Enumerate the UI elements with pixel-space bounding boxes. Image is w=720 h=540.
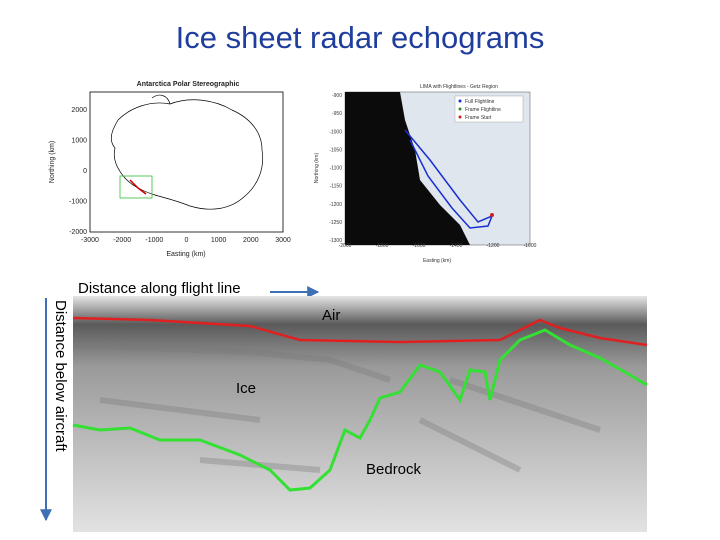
x-tick-label: -1000 (145, 237, 163, 244)
x-tick-label: -1400 (450, 243, 463, 249)
map-ticks: -3000 -2000 -1000 0 1000 2000 3000200010000-10… (69, 107, 291, 244)
antarctica-outline (110, 94, 264, 210)
y-axis-label: Distance below aircraft (52, 300, 69, 453)
legend-label: Frame Flightline (465, 107, 501, 113)
x-axis-label: Distance along flight line (78, 280, 241, 297)
x-tick-label: -1800 (376, 243, 389, 249)
map-title: LIMA with Flightlines - Getz Region (420, 84, 498, 90)
x-tick-label: 0 (185, 237, 189, 244)
flight-line (129, 179, 147, 195)
y-tick-label: -1300 (329, 238, 342, 244)
x-tick-label: -1200 (487, 243, 500, 249)
y-tick-label: -1050 (329, 147, 342, 153)
x-tick-label: -3000 (81, 237, 99, 244)
y-axis-label: Northing (km) (49, 141, 56, 183)
y-tick-label: -1000 (329, 129, 342, 135)
slide-title: Ice sheet radar echograms (176, 20, 545, 55)
y-tick-label: -1200 (329, 202, 342, 208)
frame-start (490, 213, 494, 217)
map-title: Antarctica Polar Stereographic (137, 81, 240, 88)
left-map: Antarctica Polar Stereographic Easting (… (49, 81, 291, 258)
flight-line (404, 129, 494, 229)
y-tick-label: -1150 (330, 184, 343, 190)
legend-marker (458, 99, 462, 103)
legend-marker (458, 115, 462, 119)
y-tick-label: 2000 (71, 107, 87, 114)
y-tick-label: -1250 (329, 220, 342, 226)
x-tick-label: -1600 (413, 243, 426, 249)
x-axis-label: Easting (km) (166, 251, 205, 258)
x-tick-label: -2000 (113, 237, 131, 244)
right-map: LIMA with Flightlines - Getz Region Full… (314, 84, 537, 264)
bed-line (72, 328, 648, 492)
echogram: Air Ice Bedrock (72, 296, 648, 532)
x-tick-label: 2000 (243, 237, 259, 244)
y-tick-label: -900 (332, 93, 342, 99)
x-tick-label: 3000 (275, 237, 291, 244)
y-tick-label: -1000 (69, 199, 87, 206)
bedrock-label: Bedrock (366, 461, 422, 478)
y-tick-label: -2000 (69, 229, 87, 236)
x-axis-label: Easting (km) (423, 258, 451, 264)
y-tick-label: 0 (83, 168, 87, 175)
ocean (345, 92, 470, 245)
map-ticks: -2000 -1800 -1600 -1400 -1200 -1000 -900 -950 -1… (329, 93, 536, 249)
y-tick-label: -1100 (330, 166, 343, 172)
y-tick-label: 1000 (71, 138, 87, 145)
legend-marker (458, 107, 462, 111)
y-axis-label: Northing (km) (314, 153, 320, 184)
region-box (119, 175, 153, 199)
surface-line (72, 316, 648, 347)
legend-label: Full Flightline (465, 99, 495, 105)
legend-label: Frame Start (465, 115, 492, 121)
air-label: Air (322, 307, 340, 324)
x-tick-label: -1000 (524, 243, 537, 249)
legend: Full Flightline Frame Flightline Frame Sta… (454, 95, 524, 123)
y-tick-label: -950 (332, 111, 342, 117)
x-tick-label: -2000 (339, 243, 352, 249)
x-tick-label: 1000 (211, 237, 227, 244)
ice-label: Ice (236, 380, 256, 397)
